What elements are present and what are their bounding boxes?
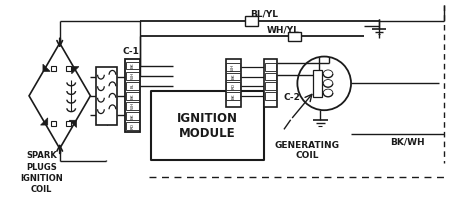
- Text: GENERATING
COIL: GENERATING COIL: [274, 141, 339, 160]
- Bar: [227, 63, 240, 71]
- Bar: [264, 59, 277, 107]
- Bar: [126, 62, 139, 69]
- Bar: [265, 92, 276, 100]
- Bar: [66, 121, 71, 125]
- Text: BL/YL: BL/YL: [250, 10, 278, 19]
- Bar: [126, 102, 139, 110]
- Text: C-2: C-2: [283, 93, 300, 102]
- Bar: [227, 82, 240, 90]
- Text: BK: BK: [231, 93, 235, 99]
- Text: SPARK
PLUGS
IGNITION
COIL: SPARK PLUGS IGNITION COIL: [20, 152, 63, 194]
- Text: RD: RD: [231, 83, 235, 89]
- Text: BK: BK: [231, 74, 235, 79]
- Bar: [265, 82, 276, 90]
- Bar: [227, 92, 240, 100]
- Text: BK: BK: [130, 113, 135, 119]
- Text: C-1: C-1: [123, 47, 140, 56]
- Bar: [265, 73, 276, 81]
- Bar: [226, 59, 241, 107]
- Bar: [126, 92, 139, 100]
- Text: WH: WH: [130, 102, 135, 109]
- Bar: [227, 73, 240, 81]
- Text: IGNITION
MODULE: IGNITION MODULE: [177, 112, 238, 140]
- Text: WH/YL: WH/YL: [266, 25, 300, 34]
- Polygon shape: [69, 120, 76, 127]
- Bar: [66, 66, 71, 71]
- Text: WH: WH: [231, 63, 235, 71]
- Bar: [96, 67, 117, 125]
- Text: BK: BK: [130, 93, 135, 99]
- Bar: [51, 66, 56, 71]
- Bar: [151, 91, 264, 160]
- Polygon shape: [41, 118, 48, 125]
- Text: BK: BK: [130, 63, 135, 68]
- Bar: [125, 59, 140, 132]
- Text: BK/WH: BK/WH: [390, 137, 425, 146]
- Polygon shape: [43, 64, 50, 71]
- Text: RD: RD: [130, 123, 135, 129]
- Bar: [126, 82, 139, 90]
- Bar: [51, 121, 56, 125]
- Bar: [288, 32, 301, 41]
- Bar: [313, 70, 322, 97]
- Polygon shape: [72, 67, 79, 74]
- Bar: [265, 63, 276, 71]
- Bar: [245, 16, 258, 26]
- Bar: [126, 112, 139, 120]
- Bar: [126, 122, 139, 130]
- Text: BL: BL: [130, 83, 135, 88]
- Text: WH: WH: [130, 72, 135, 79]
- Bar: [126, 72, 139, 80]
